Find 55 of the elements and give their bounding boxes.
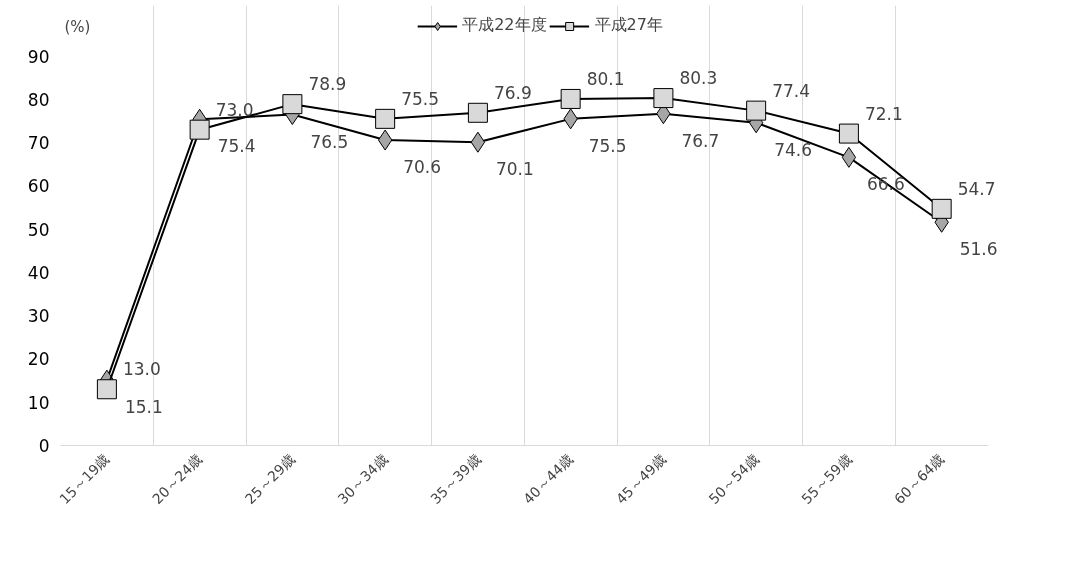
data-label: 76.5: [310, 131, 349, 152]
data-label: 15.1: [124, 397, 163, 418]
y-tick-label: 90: [27, 46, 50, 67]
x-tick-label: 15～19歳: [56, 450, 113, 508]
y-tick-label: 20: [27, 349, 50, 370]
x-tick-label: 60～64歳: [890, 450, 948, 508]
x-tick-label: 45～49歳: [612, 450, 670, 508]
point: [746, 100, 767, 121]
legend-label: 平成22年度: [462, 15, 547, 36]
point: [96, 379, 117, 400]
data-label: 78.9: [308, 74, 347, 95]
data-label: 77.4: [772, 80, 811, 101]
x-tick-label: 40～44歳: [519, 450, 577, 508]
data-label: 76.9: [493, 82, 532, 103]
y-tick-label: 60: [27, 176, 50, 197]
data-label: 70.1: [495, 159, 534, 180]
data-label: 75.5: [588, 135, 627, 156]
data-label: 80.1: [586, 68, 625, 89]
data-label: 75.4: [217, 136, 256, 157]
y-axis-title: (%): [64, 17, 91, 36]
data-label: 76.7: [681, 130, 720, 151]
x-tick-label: 30～34歳: [334, 450, 391, 508]
point: [560, 88, 581, 109]
y-tick-label: 0: [38, 436, 50, 456]
y-tick-label: 70: [27, 133, 50, 154]
point: [841, 146, 857, 168]
y-tick-label: 10: [27, 392, 50, 413]
x-tick-label: 25～29歳: [241, 450, 299, 508]
point: [931, 198, 952, 219]
data-label: 70.6: [403, 157, 441, 178]
point: [467, 102, 488, 123]
x-tick-label: 55～59歳: [798, 450, 855, 508]
point: [189, 119, 210, 140]
point: [653, 88, 674, 109]
legend-label: 平成27年: [594, 15, 663, 36]
x-tick-label: 20～24歳: [148, 450, 206, 508]
data-label: 73.0: [215, 99, 254, 120]
point: [282, 94, 303, 115]
point: [377, 129, 393, 151]
data-label: 75.5: [401, 88, 439, 109]
data-label: 13.0: [122, 359, 161, 380]
point: [838, 123, 859, 144]
x-tick-label: 50～54歳: [705, 450, 762, 508]
data-label: 54.7: [957, 178, 996, 199]
y-tick-label: 40: [27, 262, 50, 283]
point: [375, 108, 396, 129]
y-tick-label: 50: [27, 219, 50, 240]
data-label: 74.6: [774, 139, 813, 160]
data-label: 51.6: [959, 239, 998, 260]
y-tick-label: 80: [27, 89, 50, 110]
data-label: 72.1: [864, 103, 903, 124]
x-tick-label: 35～39歳: [427, 450, 484, 508]
point: [470, 131, 486, 153]
y-tick-label: 30: [27, 306, 50, 327]
data-label: 80.3: [679, 68, 718, 89]
